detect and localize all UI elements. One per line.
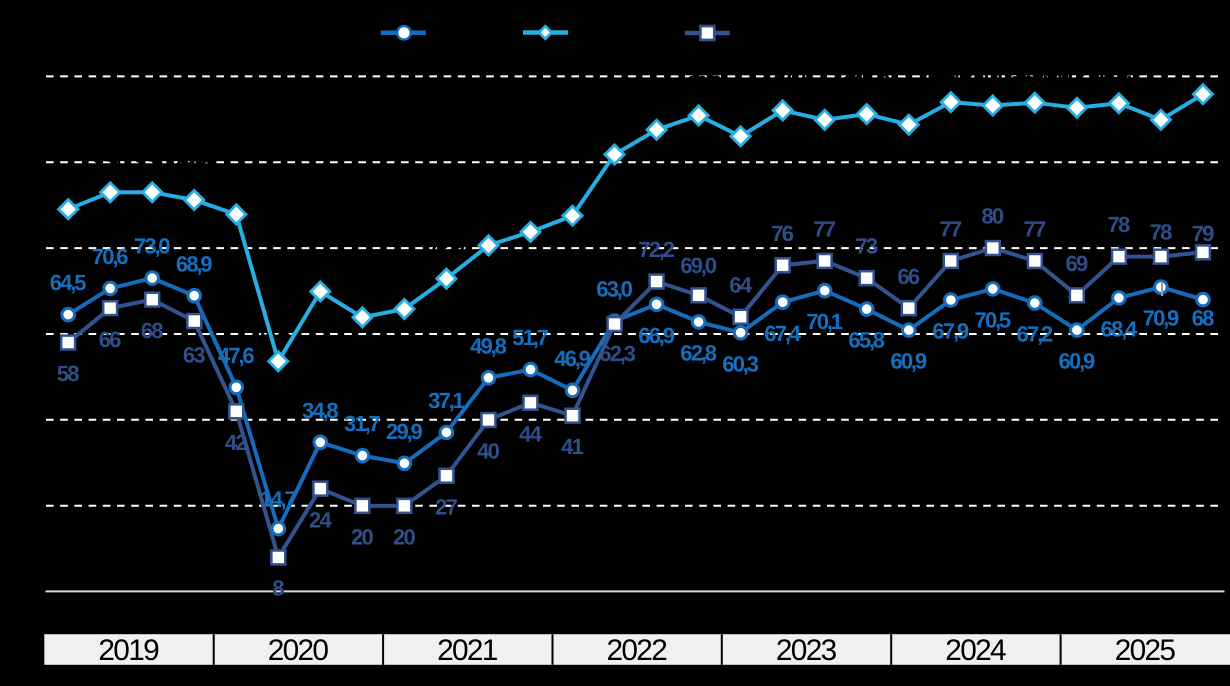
svg-text:109,8: 109,8: [801, 75, 848, 100]
svg-text:87,8: 87,8: [218, 170, 255, 195]
svg-text:89,0: 89,0: [50, 165, 87, 190]
svg-text:113,7: 113,7: [1095, 59, 1142, 84]
svg-text:114,0: 114,0: [927, 58, 974, 83]
svg-text:68: 68: [141, 318, 164, 343]
svg-text:68: 68: [1192, 306, 1215, 331]
svg-text:72,9: 72,9: [428, 234, 465, 259]
svg-text:78: 78: [1150, 220, 1173, 245]
svg-text:72,2: 72,2: [638, 237, 675, 262]
svg-text:65,8: 65,8: [848, 328, 885, 353]
svg-text:113,2: 113,2: [969, 61, 1016, 86]
svg-text:60,9: 60,9: [1059, 349, 1096, 374]
svg-text:69,9: 69,9: [302, 247, 339, 272]
svg-text:113,8: 113,8: [1011, 58, 1058, 83]
svg-text:87,5: 87,5: [554, 171, 591, 196]
svg-text:8: 8: [272, 576, 284, 601]
svg-text:68,4: 68,4: [1101, 317, 1138, 342]
svg-text:49,8: 49,8: [470, 333, 507, 358]
svg-text:2019: 2019: [98, 634, 159, 667]
svg-text:20: 20: [393, 525, 416, 550]
svg-text:79: 79: [1192, 221, 1215, 246]
svg-text:2024: 2024: [945, 634, 1006, 667]
svg-text:60,3: 60,3: [722, 351, 759, 376]
svg-text:108,7: 108,7: [885, 80, 932, 105]
svg-text:77: 77: [939, 217, 962, 242]
svg-text:111,2: 111,2: [843, 70, 890, 95]
svg-text:58: 58: [57, 361, 80, 386]
svg-text:101,8: 101,8: [591, 110, 638, 135]
svg-text:69,0: 69,0: [680, 253, 717, 278]
svg-text:91,2: 91,2: [176, 156, 213, 181]
svg-text:31,7: 31,7: [344, 411, 381, 436]
svg-text:80,6: 80,6: [470, 201, 507, 226]
svg-text:76: 76: [771, 221, 794, 246]
svg-text:93,0: 93,0: [92, 148, 129, 173]
svg-text:67,9: 67,9: [932, 319, 969, 344]
svg-text:107,5: 107,5: [633, 85, 680, 110]
svg-text:115,8: 115,8: [1179, 50, 1226, 75]
svg-text:60,9: 60,9: [890, 349, 927, 374]
svg-text:110,8: 110,8: [675, 71, 722, 96]
svg-text:67,4: 67,4: [764, 321, 802, 346]
svg-text:66: 66: [897, 264, 920, 289]
svg-text:63,9: 63,9: [344, 273, 381, 298]
svg-text:73,0: 73,0: [134, 234, 171, 259]
svg-text:63: 63: [183, 343, 206, 368]
svg-text:37,1: 37,1: [428, 388, 465, 413]
svg-text:64: 64: [729, 272, 753, 297]
svg-text:41: 41: [561, 434, 584, 459]
svg-text:66,9: 66,9: [638, 323, 675, 348]
svg-text:77: 77: [813, 217, 836, 242]
svg-text:112,6: 112,6: [1053, 63, 1100, 88]
svg-text:80: 80: [981, 204, 1004, 229]
svg-text:64,5: 64,5: [50, 270, 87, 295]
svg-text:29,9: 29,9: [386, 419, 423, 444]
svg-text:2022: 2022: [607, 634, 668, 667]
svg-text:70,6: 70,6: [92, 244, 129, 269]
svg-text:2021: 2021: [437, 634, 498, 667]
svg-text:67,2: 67,2: [1017, 322, 1054, 347]
svg-text:65,8: 65,8: [386, 265, 423, 290]
svg-text:68,9: 68,9: [176, 251, 213, 276]
svg-text:51,7: 51,7: [512, 325, 549, 350]
svg-text:40: 40: [477, 439, 500, 464]
svg-text:70,9: 70,9: [1143, 306, 1180, 331]
svg-text:109,8: 109,8: [1137, 75, 1184, 100]
svg-text:78: 78: [1108, 212, 1131, 237]
svg-text:73: 73: [855, 234, 878, 259]
svg-text:2020: 2020: [268, 634, 329, 667]
svg-text:70,1: 70,1: [806, 309, 843, 334]
svg-text:69: 69: [1066, 251, 1089, 276]
svg-text:62,8: 62,8: [680, 341, 717, 366]
svg-text:2023: 2023: [776, 634, 837, 667]
svg-text:106,0: 106,0: [717, 92, 764, 117]
svg-text:2025: 2025: [1115, 634, 1176, 667]
svg-text:70,5: 70,5: [975, 308, 1012, 333]
svg-text:20: 20: [351, 525, 374, 550]
svg-text:93,0: 93,0: [134, 148, 171, 173]
svg-text:63,0: 63,0: [596, 277, 633, 302]
svg-text:77: 77: [1024, 217, 1047, 242]
svg-text:44: 44: [519, 421, 543, 446]
svg-text:27: 27: [435, 494, 458, 519]
svg-text:24: 24: [309, 507, 333, 532]
svg-text:83,8: 83,8: [512, 188, 549, 213]
svg-text:66: 66: [99, 327, 122, 352]
svg-text:112,0: 112,0: [759, 66, 806, 91]
svg-text:34,8: 34,8: [302, 398, 339, 423]
